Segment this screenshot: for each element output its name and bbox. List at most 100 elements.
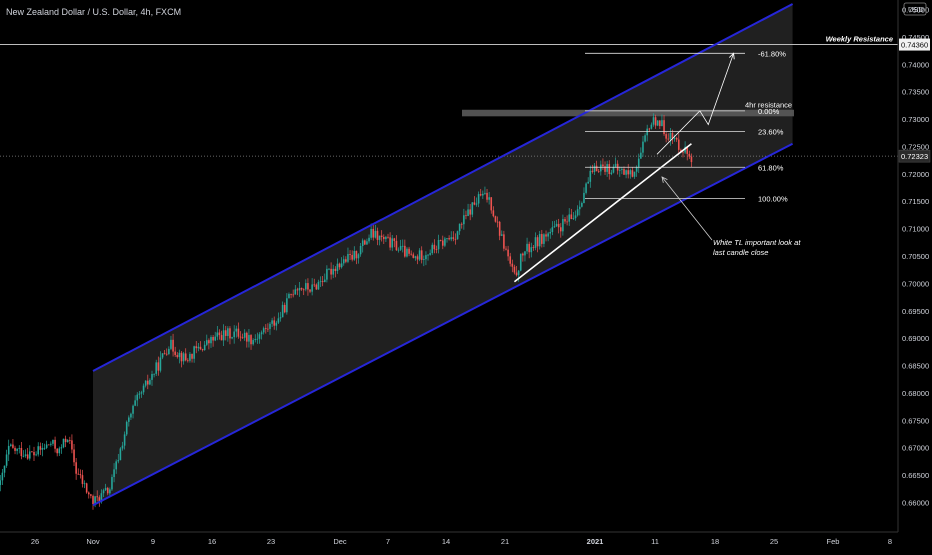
candle-body (73, 449, 75, 463)
candle-body (277, 318, 280, 323)
candle-body (441, 240, 444, 246)
candle-body (635, 167, 638, 172)
candle-body (349, 254, 351, 255)
candle-body (406, 248, 408, 257)
candle-body (3, 465, 6, 473)
candle-body (351, 254, 353, 260)
candle-body (66, 440, 69, 443)
candle-body (85, 483, 88, 493)
candle-body (429, 253, 431, 255)
candle-body (159, 357, 162, 371)
fib-label: 0.00% (758, 107, 780, 116)
candle-body (486, 192, 488, 200)
candle-body (172, 339, 174, 352)
candle-body (144, 380, 147, 386)
candle-body (361, 240, 364, 247)
candle-body (608, 164, 611, 174)
candle-body (140, 392, 143, 394)
price-tick-label: 0.69500 (902, 307, 929, 316)
candle-body (549, 232, 552, 234)
candle-body (433, 244, 436, 250)
price-tick-label: 0.68500 (902, 362, 929, 371)
candle-body (113, 469, 115, 478)
candle-body (345, 259, 347, 262)
candle-body (195, 346, 198, 349)
candle-body (602, 164, 604, 167)
candle-body (595, 165, 598, 172)
channel-fill (93, 4, 793, 506)
fib-label: 100.00% (758, 194, 788, 203)
candle-body (309, 289, 311, 292)
candle-body (414, 256, 417, 258)
time-tick-label: Nov (86, 537, 100, 546)
candle-body (450, 237, 453, 240)
candle-body (75, 462, 77, 474)
candle-body (399, 245, 402, 250)
candle-body (528, 243, 530, 253)
currency-badge[interactable] (903, 2, 927, 16)
candle-body (469, 209, 471, 215)
price-tick-label: 0.72000 (902, 170, 929, 179)
candle-body (471, 202, 474, 215)
candle-body (273, 320, 276, 326)
candle-body (290, 294, 292, 295)
candle-body (524, 251, 526, 256)
candle-body (69, 440, 71, 441)
candle-body (330, 268, 332, 275)
candle-body (224, 330, 227, 336)
candle-body (682, 151, 684, 153)
candle-body (669, 132, 672, 140)
candle-body (317, 281, 320, 290)
candle-body (482, 193, 484, 196)
candle-body (503, 234, 505, 249)
candle-body (47, 444, 50, 446)
candle-body (574, 215, 577, 219)
candle-body (264, 328, 267, 329)
candle-body (680, 149, 682, 152)
candle-body (555, 223, 558, 227)
candle-body (52, 439, 54, 444)
candle-body (56, 448, 58, 454)
channel-lower-line[interactable] (92, 142, 794, 507)
candle-body (393, 238, 396, 241)
channel-upper-line[interactable] (92, 3, 794, 372)
candle-body (496, 221, 499, 223)
candle-body (545, 234, 547, 237)
candle-body (633, 171, 636, 177)
candle-body (357, 254, 360, 259)
candle-body (652, 117, 655, 125)
price-tick-label: 0.73000 (902, 115, 929, 124)
candle-body (374, 230, 377, 238)
price-tick-label: 0.66000 (902, 499, 929, 508)
time-tick-label: 9 (151, 537, 155, 546)
candle-body (22, 455, 25, 457)
candle-body (281, 304, 284, 318)
candle-body (18, 447, 21, 449)
candle-body (570, 214, 573, 219)
candle-body (686, 146, 689, 154)
candle-body (119, 448, 122, 461)
white-trendline[interactable] (513, 143, 692, 283)
price-tick-label: 0.75000 (902, 6, 929, 15)
candle-body (515, 272, 518, 276)
fib-label: -61.80% (758, 49, 786, 58)
candle-body (372, 228, 375, 238)
resistance-zone-label: 4hr resistance (745, 101, 792, 110)
candle-body (572, 218, 575, 220)
candle-body (587, 181, 589, 184)
candle-body (446, 238, 448, 239)
candle-body (241, 337, 244, 339)
annotation-text: last candle close (713, 248, 768, 257)
candle-body (547, 233, 549, 237)
candle-body (444, 238, 446, 246)
candle-body (675, 137, 678, 140)
candle-body (347, 254, 349, 262)
candle-body (378, 235, 381, 240)
candle-body (684, 146, 686, 153)
candle-body (625, 170, 627, 175)
candle-body (591, 170, 594, 172)
candle-body (296, 289, 299, 291)
candle-body (585, 183, 587, 193)
